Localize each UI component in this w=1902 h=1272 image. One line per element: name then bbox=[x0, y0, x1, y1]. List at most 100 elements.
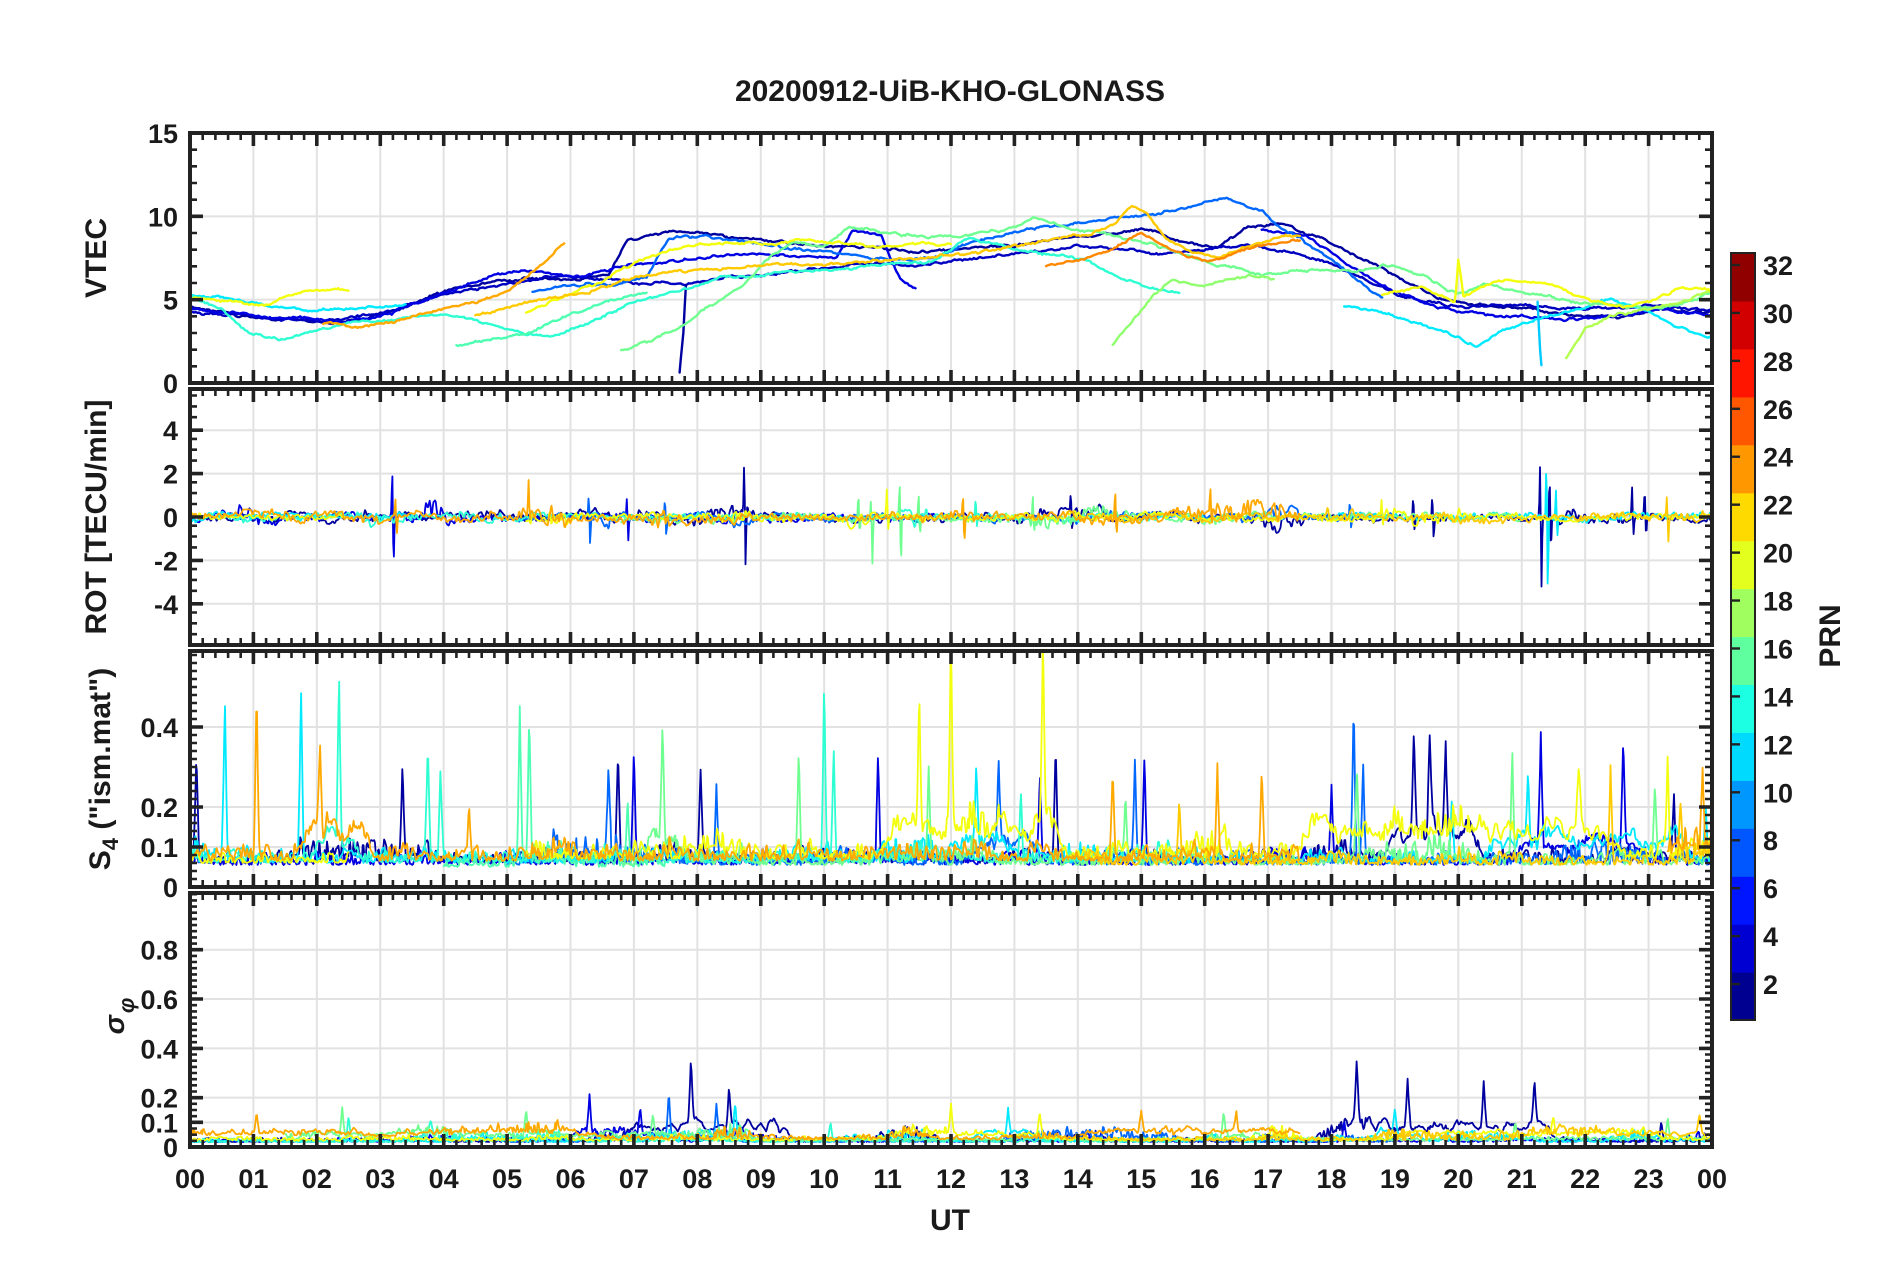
colorbar-tick-label: 14 bbox=[1763, 682, 1793, 712]
series-prn-23 bbox=[190, 1109, 1301, 1141]
x-tick-label: 13 bbox=[999, 1164, 1029, 1194]
series-prn-20 bbox=[525, 488, 1712, 530]
x-tick-label: 18 bbox=[1316, 1164, 1346, 1194]
series-prn-23 bbox=[322, 242, 566, 330]
y-tick-label: 0.2 bbox=[140, 1084, 178, 1114]
x-tick-label: 12 bbox=[936, 1164, 966, 1194]
colorbar-tick-label: 2 bbox=[1763, 970, 1778, 1000]
chart-title: 20200912-UiB-KHO-GLONASS bbox=[735, 75, 1165, 108]
y-tick-label: 2 bbox=[163, 460, 178, 490]
colorbar-block bbox=[1731, 588, 1755, 638]
series-prn-22 bbox=[474, 204, 1301, 317]
ylabel-sigma-main: σ bbox=[99, 1013, 131, 1034]
colorbar-tick-label: 16 bbox=[1763, 634, 1793, 664]
colorbar-block bbox=[1731, 636, 1755, 685]
x-tick-label: 22 bbox=[1570, 1164, 1600, 1194]
x-tick-label: 03 bbox=[365, 1164, 395, 1194]
colorbar-block bbox=[1731, 780, 1755, 829]
x-tick-label: 20 bbox=[1443, 1164, 1473, 1194]
colorbar-block bbox=[1731, 444, 1755, 494]
series-prn-8 bbox=[531, 196, 1384, 299]
y-tick-label: -2 bbox=[154, 546, 178, 576]
colorbar-block bbox=[1731, 732, 1755, 781]
series-prn-20 bbox=[1381, 258, 1712, 309]
x-tick-label: 19 bbox=[1380, 1164, 1410, 1194]
ylabel-s4: S4 ("ism.mat") bbox=[84, 668, 123, 870]
panel-border bbox=[188, 387, 1714, 647]
x-tick-label: 15 bbox=[1126, 1164, 1156, 1194]
x-tick-label: 04 bbox=[429, 1164, 459, 1194]
y-tick-label: 5 bbox=[163, 286, 178, 316]
x-tick-label: 11 bbox=[873, 1164, 902, 1194]
colorbar-tick-label: 32 bbox=[1763, 251, 1793, 281]
colorbar-block bbox=[1731, 876, 1755, 925]
series-prn-22 bbox=[1076, 496, 1712, 543]
series-prn-4 bbox=[190, 229, 917, 325]
colorbar-tick-label: 18 bbox=[1763, 587, 1793, 617]
ylabel-s4-sub: 4 bbox=[98, 837, 123, 850]
ylabel-sigma-phi: σφ bbox=[99, 998, 139, 1035]
panel-grid bbox=[190, 133, 1712, 383]
ylabel-vtec: VTEC bbox=[80, 218, 113, 298]
y-tick-label: 0 bbox=[163, 503, 178, 533]
ylabel-s4-main: S bbox=[84, 850, 117, 870]
x-tick-label: 08 bbox=[682, 1164, 712, 1194]
minor-ticks bbox=[190, 389, 1712, 647]
series-prn-20 bbox=[525, 651, 1712, 860]
x-tick-label: 05 bbox=[492, 1164, 522, 1194]
series-prn-12 bbox=[190, 293, 407, 313]
colorbar-block bbox=[1731, 684, 1755, 733]
series-prn-20 bbox=[190, 850, 350, 864]
minor-ticks bbox=[190, 651, 1712, 887]
y-tick-label: 0.4 bbox=[140, 713, 178, 743]
colorbar-tick-label: 6 bbox=[1763, 874, 1778, 904]
colorbar-tick-label: 28 bbox=[1763, 347, 1793, 377]
y-tick-label: 0.6 bbox=[140, 985, 178, 1015]
panel-s4: 0 0.1 0.2 0.4 bbox=[140, 649, 1714, 903]
x-tick-label: 01 bbox=[238, 1164, 268, 1194]
panel-grid bbox=[190, 893, 1712, 1147]
colorbar-block bbox=[1731, 348, 1755, 398]
colorbar-block bbox=[1731, 300, 1755, 350]
colorbar-tick-label: 10 bbox=[1763, 778, 1793, 808]
minor-ticks bbox=[190, 133, 1712, 383]
ylabel-sigma-sub: φ bbox=[114, 998, 139, 1013]
x-tick-label: 09 bbox=[746, 1164, 776, 1194]
x-tick-label: 10 bbox=[809, 1164, 839, 1194]
series-prn-11 bbox=[1536, 300, 1543, 367]
colorbar-tick-label: 22 bbox=[1763, 491, 1793, 521]
x-axis-label: UT bbox=[930, 1204, 970, 1237]
y-tick-label: 0 bbox=[163, 369, 178, 399]
colorbar-tick-label: 24 bbox=[1763, 443, 1793, 473]
series-prn-23 bbox=[190, 479, 1301, 539]
y-tick-label: 0.4 bbox=[140, 1034, 178, 1064]
y-tick-label: 0.8 bbox=[140, 936, 178, 966]
x-tick-label: 14 bbox=[1063, 1164, 1093, 1194]
series-prn-23 bbox=[190, 710, 1301, 862]
x-tick-label: 00 bbox=[175, 1164, 205, 1194]
x-tick-label: 17 bbox=[1253, 1164, 1283, 1194]
panel-series bbox=[190, 466, 1712, 588]
x-tick-label: 07 bbox=[619, 1164, 649, 1194]
panel-border bbox=[188, 649, 1714, 889]
panel-sigma-phi: 00.10.2 0.4 0.6 0.8 bbox=[140, 891, 1714, 1163]
colorbar-block bbox=[1731, 492, 1755, 542]
series-prn-20 bbox=[524, 238, 953, 314]
colorbar-block bbox=[1731, 924, 1755, 973]
series-prn-17 bbox=[1111, 273, 1275, 347]
chart-render-root: 051015-4-202400.10.20.400.10.20.40.60.80… bbox=[140, 119, 1793, 1194]
minor-ticks bbox=[190, 892, 1712, 1147]
colorbar-block bbox=[1731, 828, 1755, 877]
colorbar-block bbox=[1731, 540, 1755, 590]
colorbar-border bbox=[1730, 252, 1756, 1021]
series-prn-22 bbox=[1076, 764, 1712, 866]
series-prn-18 bbox=[1564, 290, 1712, 360]
y-tick-label: 0 bbox=[163, 873, 178, 903]
ylabel-s4-post: ("ism.mat") bbox=[84, 668, 117, 838]
colorbar-tick-label: 4 bbox=[1763, 922, 1778, 952]
colorbar-tick-label: 30 bbox=[1763, 299, 1793, 329]
colorbar-tick-label: 8 bbox=[1763, 826, 1778, 856]
